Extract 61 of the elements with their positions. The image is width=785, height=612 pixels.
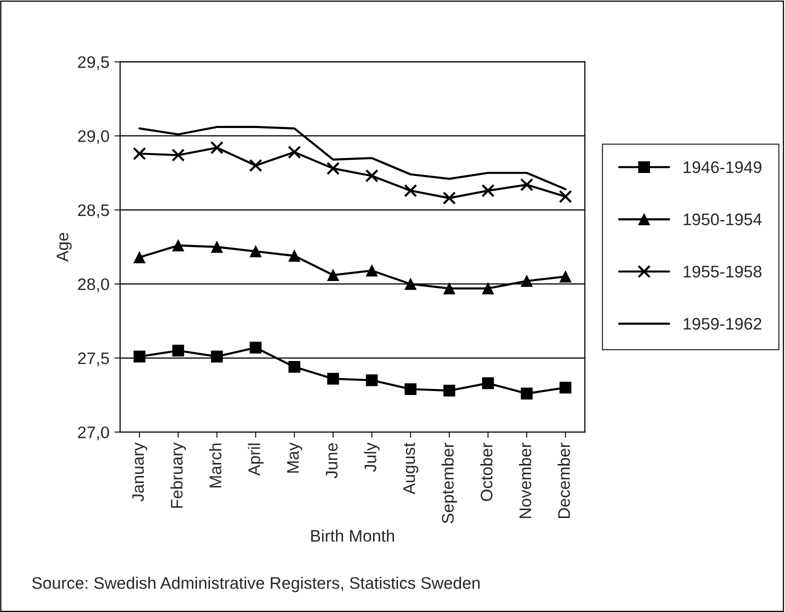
point — [327, 372, 340, 385]
point — [288, 250, 300, 262]
point — [366, 264, 378, 277]
point — [211, 350, 223, 362]
legend-label: 1946-1949 — [684, 161, 762, 174]
point — [442, 191, 456, 205]
point — [560, 270, 572, 282]
y-axis-title: Age — [56, 232, 72, 262]
point — [443, 282, 456, 294]
x-tick-label: September — [442, 442, 458, 524]
point — [249, 158, 262, 172]
point — [558, 190, 572, 204]
point — [520, 275, 533, 287]
x-tick-label: July — [364, 442, 380, 472]
point — [172, 240, 184, 252]
point — [404, 184, 418, 198]
x-tick-label: June — [326, 443, 338, 478]
point — [288, 146, 301, 159]
legend-label: 1959-1962 — [684, 318, 762, 330]
point — [482, 282, 494, 294]
source-note: Source: Swedish Administrative Registers, Statistics Sweden — [32, 576, 480, 592]
y-tick-label: 28,0 — [78, 278, 110, 292]
point — [210, 141, 224, 154]
point — [560, 382, 572, 394]
point — [134, 251, 146, 264]
x-tick-label: May — [287, 442, 302, 473]
point — [326, 162, 340, 176]
point — [520, 388, 533, 400]
point — [134, 350, 146, 362]
point — [172, 344, 184, 357]
y-tick-label: 27,0 — [78, 426, 110, 440]
x-tick-label: February — [170, 442, 186, 508]
point — [250, 342, 262, 354]
x-tick-label: December — [558, 442, 570, 518]
y-tick-label: 27,5 — [78, 352, 109, 366]
point — [482, 377, 494, 390]
point — [250, 245, 262, 258]
y-tick-label: 29,0 — [78, 130, 110, 144]
point — [443, 384, 456, 397]
legend-label: 1950-1954 — [684, 214, 762, 226]
x-tick-label: October — [480, 442, 492, 501]
point — [365, 169, 378, 182]
point — [172, 148, 185, 162]
legend-label: 1955-1958 — [684, 266, 762, 278]
point — [404, 383, 416, 396]
point — [211, 241, 223, 253]
point — [520, 178, 534, 192]
x-tick-label: August — [403, 442, 418, 494]
point — [327, 269, 340, 281]
x-axis-title: Birth Month — [311, 530, 394, 542]
x-tick-label: April — [248, 444, 264, 476]
y-tick-label: 29,5 — [78, 56, 109, 70]
x-tick-label: March — [209, 444, 222, 488]
y-tick-label: 28,5 — [78, 204, 109, 218]
point — [366, 374, 378, 386]
x-tick-label: January — [132, 442, 148, 502]
point — [481, 184, 495, 198]
point — [132, 147, 146, 160]
point — [404, 278, 416, 290]
point — [288, 361, 300, 373]
x-tick-label: November — [518, 442, 532, 518]
